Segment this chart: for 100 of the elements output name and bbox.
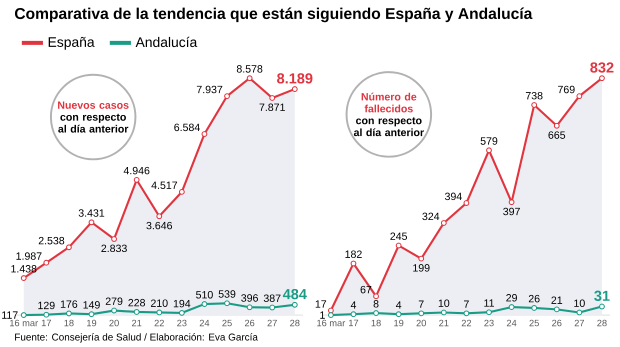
data-label: 3.431: [78, 209, 104, 217]
data-label: 8.189: [277, 73, 312, 84]
point: [202, 301, 208, 308]
point: [486, 309, 492, 316]
point: [508, 199, 514, 206]
data-label: 3.646: [146, 222, 172, 230]
legend-label: Andalucía: [136, 36, 198, 48]
point: [464, 310, 470, 316]
data-label: 2.538: [38, 236, 64, 244]
data-label: 397: [503, 208, 520, 216]
x-tick-label: 23: [177, 320, 187, 326]
point: [292, 86, 298, 92]
data-label: 228: [128, 298, 146, 306]
x-tick-label: 19: [87, 320, 96, 326]
x-tick-label: 26: [552, 320, 562, 326]
point: [88, 219, 94, 226]
data-label: 17: [316, 300, 326, 308]
point: [554, 306, 560, 312]
data-label: 7.871: [260, 104, 285, 112]
data-label: 4.517: [151, 182, 178, 190]
data-label: 67: [360, 286, 372, 294]
point: [111, 236, 117, 242]
point: [43, 260, 50, 266]
point: [156, 310, 162, 316]
point: [440, 310, 447, 316]
data-label: 10: [574, 300, 585, 307]
point: [599, 75, 605, 82]
data-label: 1.438: [11, 265, 36, 273]
data-label: 324: [422, 212, 440, 220]
x-tick-label: 21: [132, 320, 142, 326]
point: [418, 310, 424, 316]
point: [486, 147, 492, 154]
x-tick-label: 20: [416, 320, 426, 326]
point: [20, 312, 27, 318]
data-label: 510: [196, 291, 213, 299]
point: [576, 310, 582, 316]
point: [464, 200, 470, 206]
point: [246, 304, 253, 310]
point: [328, 312, 334, 318]
x-tick-label: 24: [506, 320, 516, 326]
x-tick-label: 18: [372, 320, 381, 326]
point: [508, 304, 514, 310]
data-label: 245: [390, 232, 408, 240]
point: [269, 304, 276, 310]
data-label: 26: [528, 294, 540, 302]
data-label: 182: [345, 250, 362, 258]
point: [373, 310, 379, 316]
x-tick-label: 21: [439, 320, 449, 326]
data-label: 149: [83, 301, 100, 309]
data-label: 2.833: [101, 244, 127, 252]
data-label: 199: [413, 264, 430, 272]
data-label: 394: [444, 192, 462, 200]
x-tick-label: 20: [109, 320, 119, 326]
point: [178, 310, 185, 316]
data-label: 129: [38, 302, 55, 310]
data-label: 4: [350, 301, 356, 309]
source-note: Fuente: Consejería de Salud / Elaboración: Eva García: [15, 333, 258, 343]
point: [531, 102, 538, 108]
x-tick-label: 24: [200, 320, 210, 326]
data-label: 665: [548, 131, 566, 139]
point: [134, 309, 140, 315]
data-label: 832: [590, 62, 614, 73]
data-label: 21: [551, 296, 562, 304]
point: [292, 302, 298, 308]
point: [531, 305, 538, 311]
data-label: 387: [264, 294, 280, 302]
data-label: 579: [480, 137, 498, 145]
point: [43, 312, 50, 318]
data-label: 7: [418, 300, 424, 308]
point: [418, 256, 424, 262]
point: [350, 311, 356, 318]
data-label: 279: [106, 298, 122, 306]
data-label: 7: [464, 300, 469, 308]
data-label: 31: [594, 290, 610, 302]
x-tick-label: 27: [574, 320, 584, 326]
point: [134, 176, 140, 183]
data-label: 8.578: [236, 65, 262, 73]
point: [554, 122, 560, 129]
point: [246, 75, 253, 82]
data-label: 10: [438, 300, 450, 307]
x-tick-label: 25: [529, 320, 539, 326]
point: [350, 260, 356, 266]
data-label: 11: [484, 299, 494, 307]
data-label: 117: [2, 311, 18, 319]
point: [202, 131, 208, 137]
point: [396, 242, 402, 248]
point: [599, 304, 605, 310]
point: [178, 189, 185, 195]
data-label: 539: [218, 290, 236, 298]
x-tick-label: 27: [268, 320, 277, 326]
data-label: 194: [174, 300, 190, 308]
data-label: 4.946: [124, 166, 150, 174]
x-tick-label: 16 mar: [10, 320, 38, 326]
chart-title: Comparativa de la tendencia que están siguiendo España y Andalucía: [14, 8, 532, 22]
data-label: 1.987: [16, 252, 42, 260]
point: [66, 310, 72, 316]
point: [88, 311, 94, 318]
x-tick-label: 28: [597, 320, 607, 326]
x-tick-label: 26: [244, 320, 254, 326]
x-tick-label: 17: [349, 320, 358, 326]
